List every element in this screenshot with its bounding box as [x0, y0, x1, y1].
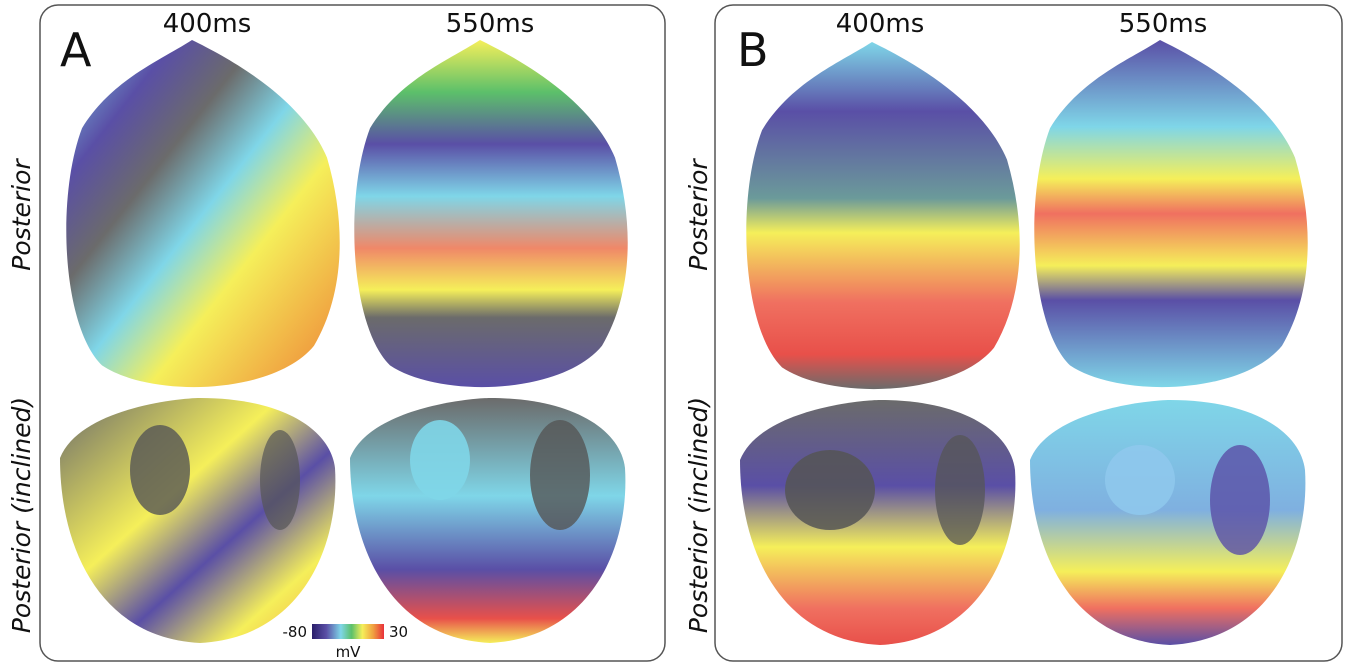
panel-label: B [737, 23, 769, 77]
column-header: 400ms [836, 9, 925, 39]
row-label: Posterior (inclined) [7, 397, 36, 633]
cavity [1105, 445, 1175, 515]
cavity [1210, 445, 1270, 555]
row-label: Posterior (inclined) [684, 397, 713, 633]
column-header: 550ms [1119, 9, 1208, 39]
cavity [530, 420, 590, 530]
colorbar-min: -80 [283, 623, 308, 641]
heart-render [1034, 40, 1307, 387]
cavity [935, 435, 985, 545]
heart-render [354, 40, 627, 387]
figure: A 400ms 550ms Posterior Posterior (incli… [0, 0, 1347, 666]
heart-render [746, 42, 1019, 389]
panel-label: A [60, 23, 92, 77]
row-label: Posterior [684, 158, 713, 271]
cavity [785, 450, 875, 530]
colorbar [312, 624, 384, 639]
row-label: Posterior [7, 158, 36, 271]
column-header: 550ms [446, 9, 535, 39]
heart-render [66, 40, 339, 387]
heart-render [350, 398, 625, 643]
cavity [130, 425, 190, 515]
colorbar-max: 30 [389, 623, 408, 641]
colorbar-unit: mV [336, 643, 362, 661]
heart-render [60, 398, 335, 643]
cavity [410, 420, 470, 500]
column-header: 400ms [163, 9, 252, 39]
cavity [260, 430, 300, 530]
